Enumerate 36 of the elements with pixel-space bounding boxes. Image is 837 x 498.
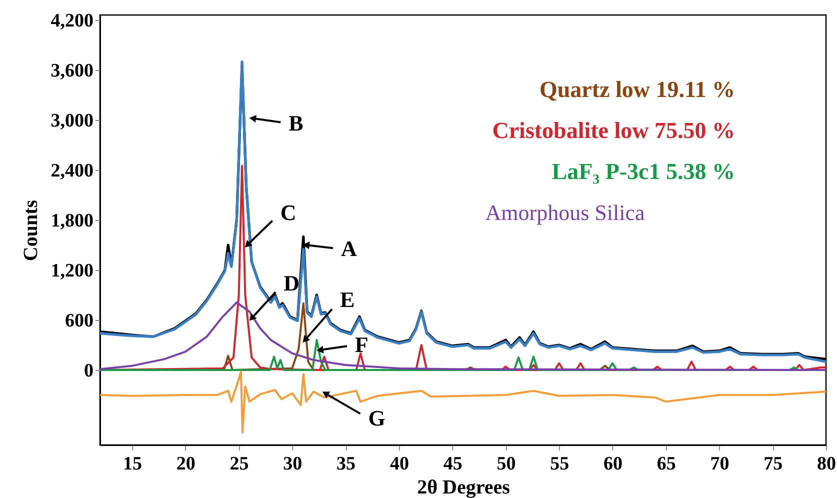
x-tick-label: 15 xyxy=(123,454,142,474)
y-tick-label: 1,200 xyxy=(50,260,94,282)
line-series xyxy=(100,370,826,434)
y-tick-label: 2,400 xyxy=(50,160,94,182)
text: Amorphous Silica xyxy=(485,200,645,225)
annotation: B xyxy=(288,110,304,136)
annotation: D xyxy=(284,270,300,296)
y-axis-title: Counts xyxy=(20,200,42,262)
x-tick-label: 65 xyxy=(656,454,676,474)
y-tick-label: 600 xyxy=(65,310,94,332)
x-tick-label: 45 xyxy=(443,454,462,474)
x-tick-label: 35 xyxy=(336,454,356,474)
y-tick-label: 4,200 xyxy=(50,10,94,32)
y-tick-label: 1,800 xyxy=(50,210,94,232)
y-tick-label: 3,600 xyxy=(50,60,94,82)
x-tick-label: 80 xyxy=(817,454,836,474)
x-tick-label: 50 xyxy=(496,454,516,474)
annotation: C xyxy=(280,200,296,225)
x-tick-label: 25 xyxy=(230,454,249,474)
y-tick-label: 3,000 xyxy=(50,110,94,132)
annotation: E xyxy=(340,287,355,312)
x-tick-label: 40 xyxy=(390,454,409,474)
annotation: F xyxy=(354,332,368,357)
x-tick-label: 55 xyxy=(550,454,570,474)
x-axis-title: 2θ Degrees xyxy=(417,476,510,498)
x-tick-label: 20 xyxy=(176,454,196,474)
x-tick-label: 60 xyxy=(603,454,622,474)
y-tick-label: 0 xyxy=(84,360,94,382)
text: Quartz low 19.11 % xyxy=(540,77,735,102)
text: LaF₃ P-3c1 5.38 % xyxy=(552,159,735,184)
x-tick-label: 70 xyxy=(710,454,730,474)
annotation: G xyxy=(368,405,386,430)
x-tick-label: 75 xyxy=(764,454,783,474)
x-tick-label: 30 xyxy=(283,454,302,474)
text: Cristobalite low 75.50 % xyxy=(492,118,735,143)
annotation: A xyxy=(341,236,358,261)
